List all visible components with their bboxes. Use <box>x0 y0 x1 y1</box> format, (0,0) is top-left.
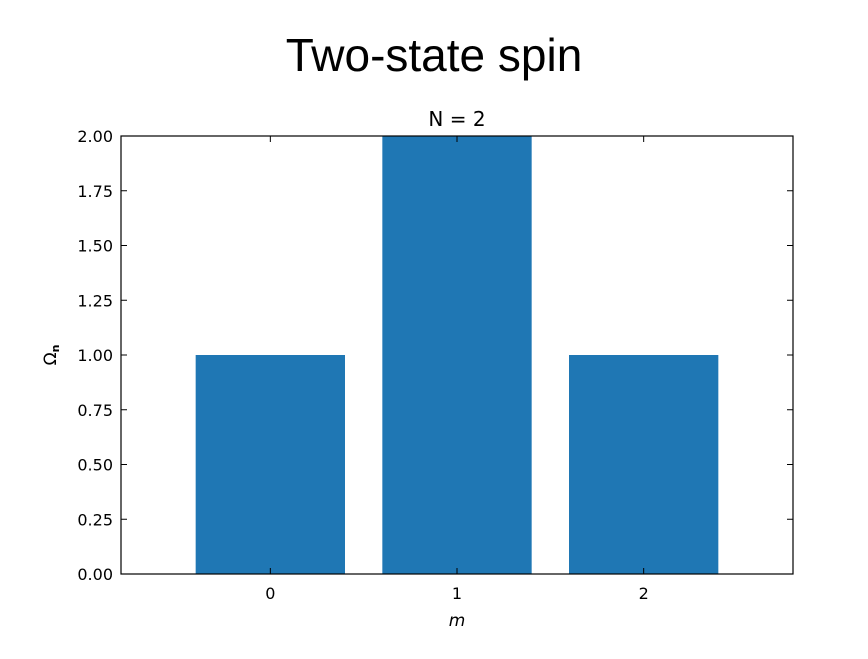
y-tick-label: 2.00 <box>77 127 113 146</box>
y-tick-label: 1.75 <box>77 182 113 201</box>
bar-0 <box>195 355 345 574</box>
y-tick-label: 1.00 <box>77 346 113 365</box>
y-tick-label: 0.75 <box>77 401 113 420</box>
chart-title: N = 2 <box>428 107 485 131</box>
x-axis-ticks: 0 1 2 <box>265 136 649 603</box>
bars-group <box>195 136 719 574</box>
x-tick-label: 1 <box>452 584 462 603</box>
y-tick-label: 1.25 <box>77 291 113 310</box>
x-tick-label: 2 <box>639 584 649 603</box>
x-tick-label: 0 <box>265 584 275 603</box>
y-axis-label-subscript: n <box>49 345 62 353</box>
bar-1 <box>382 136 532 574</box>
y-tick-label: 0.50 <box>77 456 113 475</box>
bar-2 <box>569 355 719 574</box>
y-axis-ticks: 0.00 0.25 0.50 0.75 1.00 1.25 1.50 1.75 2.00 <box>77 127 793 584</box>
y-tick-label: 1.50 <box>77 237 113 256</box>
y-axis-label: Ωn <box>41 345 62 366</box>
slide-title: Two-state spin <box>285 29 583 81</box>
x-axis-label: m <box>449 611 466 631</box>
y-tick-label: 0.00 <box>77 565 113 584</box>
y-axis-label-symbol: Ω <box>41 352 61 365</box>
y-tick-label: 0.25 <box>77 510 113 529</box>
